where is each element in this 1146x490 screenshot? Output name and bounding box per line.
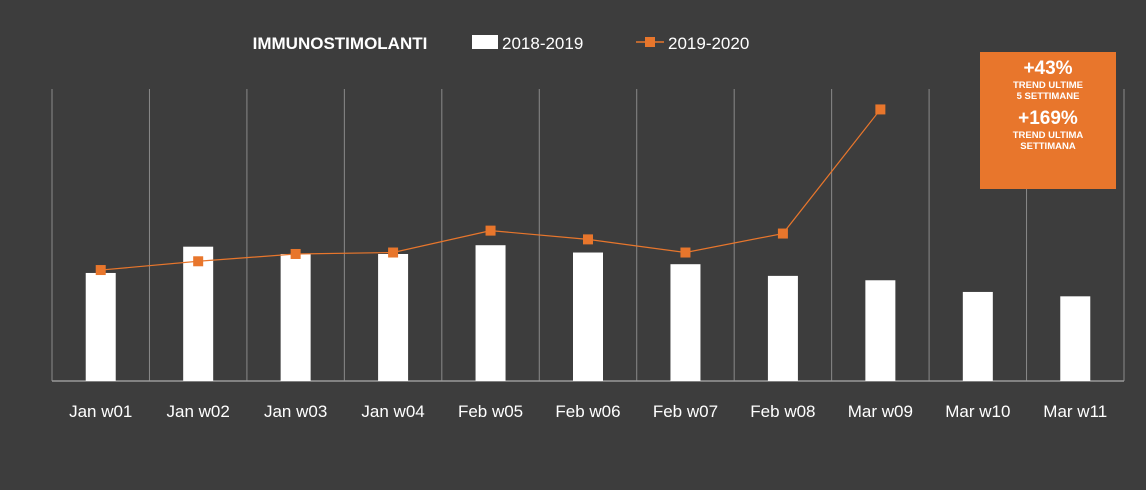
- bar: [85, 272, 116, 381]
- bar: [767, 275, 798, 381]
- x-tick-label: Jan w04: [361, 402, 424, 421]
- trend-5-weeks-value: +43%: [1023, 58, 1073, 79]
- trend-5-weeks-label: TREND ULTIME 5 SETTIMANE: [1012, 80, 1083, 102]
- bar: [865, 280, 896, 381]
- line-point: [193, 256, 204, 267]
- line-point: [583, 234, 593, 245]
- x-tick-label: Jan w03: [264, 402, 327, 421]
- line-point: [777, 228, 788, 239]
- x-tick-label: Feb w06: [555, 402, 620, 421]
- legend-label: 2018-2019: [502, 34, 583, 53]
- x-tick-label: Mar w11: [1043, 402, 1107, 421]
- trend-last-week-label: TREND ULTIMA SETTIMANA: [1012, 130, 1084, 152]
- x-tick-label: Feb w07: [653, 402, 718, 421]
- x-tick-label: Feb w05: [458, 402, 523, 421]
- bar: [378, 253, 409, 381]
- bar: [475, 245, 506, 381]
- chart-title: IMMUNOSTIMOLANTI: [253, 34, 428, 53]
- bar: [573, 252, 603, 381]
- legend-swatch-marker: [645, 37, 655, 47]
- bar: [962, 291, 993, 381]
- bar: [280, 253, 311, 381]
- trend-callout: +43% TREND ULTIME 5 SETTIMANE +169% TREN…: [980, 52, 1116, 189]
- line-point: [290, 248, 301, 259]
- legend-label: 2019-2020: [668, 34, 749, 53]
- line-point: [680, 247, 691, 258]
- x-tick-label: Jan w01: [69, 402, 132, 421]
- bar: [183, 246, 214, 381]
- line-point: [485, 225, 496, 236]
- trend-last-week-value: +169%: [1018, 108, 1078, 129]
- x-tick-label: Feb w08: [750, 402, 815, 421]
- x-tick-label: Mar w10: [945, 402, 1010, 421]
- x-tick-label: Jan w02: [167, 402, 230, 421]
- x-tick-label: Mar w09: [848, 402, 913, 421]
- line-point: [95, 265, 106, 276]
- bar: [670, 264, 701, 381]
- line-point: [875, 104, 886, 115]
- line-point: [388, 247, 399, 258]
- legend-swatch-bar: [472, 35, 498, 49]
- bar: [1060, 296, 1091, 381]
